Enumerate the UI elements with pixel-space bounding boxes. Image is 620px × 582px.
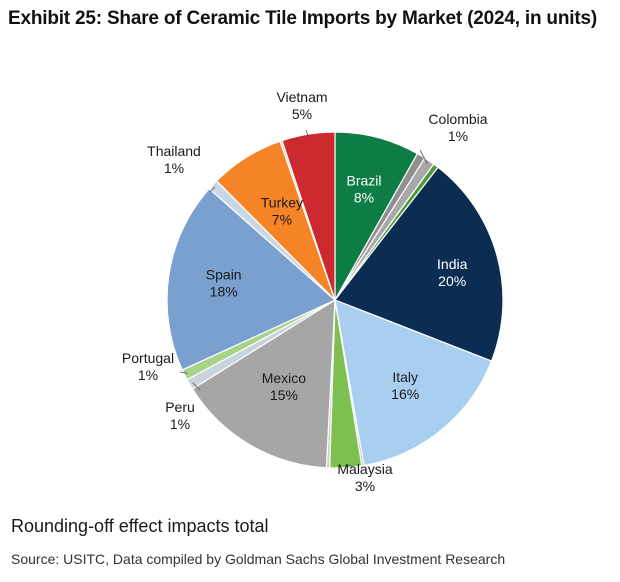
slice-name-turkey: Turkey bbox=[261, 195, 303, 211]
slice-value-brazil: 8% bbox=[354, 190, 374, 206]
slice-value-vietnam: 5% bbox=[292, 106, 312, 122]
slice-name-peru: Peru bbox=[165, 399, 195, 415]
slice-value-portugal: 1% bbox=[138, 367, 158, 383]
source-note: Source: USITC, Data compiled by Goldman … bbox=[11, 551, 506, 567]
leader-line-portugal bbox=[179, 371, 188, 374]
slice-name-vietnam: Vietnam bbox=[276, 89, 327, 105]
slice-value-mexico: 15% bbox=[270, 387, 298, 403]
chart-title: Exhibit 25: Share of Ceramic Tile Import… bbox=[8, 8, 597, 29]
pie-slice-italy bbox=[334, 299, 493, 467]
slice-name-italy: Italy bbox=[392, 369, 418, 385]
leader-lines bbox=[179, 129, 428, 467]
pie-slices bbox=[166, 131, 504, 469]
leader-line-colombia bbox=[419, 149, 428, 164]
slice-name-portugal: Portugal bbox=[122, 350, 174, 366]
slice-name-india: India bbox=[437, 256, 468, 272]
slice-name-thailand: Thailand bbox=[147, 143, 201, 159]
pie-slice-spain bbox=[166, 187, 337, 371]
slice-name-brazil: Brazil bbox=[346, 173, 381, 189]
slice-value-italy: 16% bbox=[391, 386, 419, 402]
slice-name-malaysia: Malaysia bbox=[337, 461, 392, 477]
leader-line-thailand bbox=[209, 186, 216, 193]
slice-name-colombia: Colombia bbox=[428, 111, 487, 127]
leader-line-malaysia bbox=[345, 463, 353, 467]
slice-name-spain: Spain bbox=[206, 267, 242, 283]
slice-value-thailand: 1% bbox=[164, 160, 184, 176]
pie-slice-vietnam bbox=[281, 131, 336, 301]
slice-name-mexico: Mexico bbox=[262, 370, 307, 386]
slice-value-india: 20% bbox=[438, 273, 466, 289]
pie-slice-india bbox=[334, 166, 504, 362]
leader-line-peru bbox=[192, 382, 201, 391]
slice-value-spain: 18% bbox=[210, 284, 238, 300]
slice-value-malaysia: 3% bbox=[355, 478, 375, 494]
footnote: Rounding-off effect impacts total bbox=[11, 516, 269, 536]
slice-value-turkey: 7% bbox=[272, 212, 292, 228]
slice-labels: Brazil8%Colombia1%India20%Italy16%Malays… bbox=[122, 89, 488, 494]
pie-slice-mexico bbox=[191, 298, 336, 469]
slice-value-colombia: 1% bbox=[448, 128, 468, 144]
leader-line-vietnam bbox=[305, 129, 310, 138]
slice-value-peru: 1% bbox=[170, 416, 190, 432]
pie-chart: Brazil8%Colombia1%India20%Italy16%Malays… bbox=[122, 89, 504, 494]
